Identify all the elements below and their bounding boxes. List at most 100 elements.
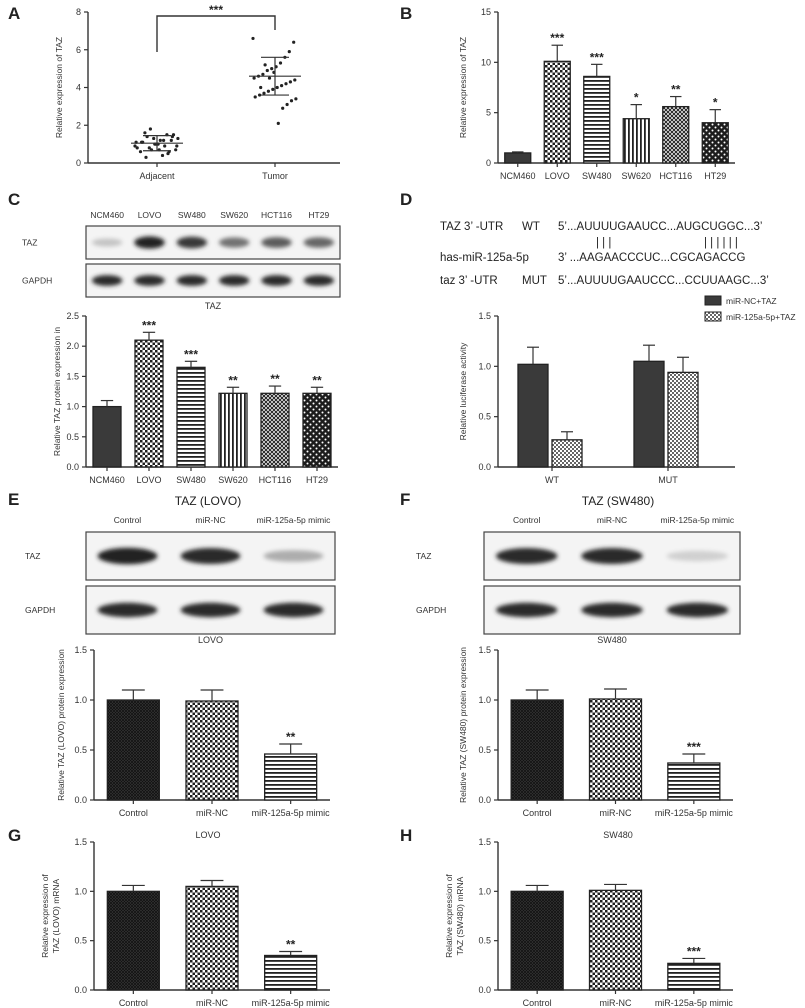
panel-a-point [253, 95, 257, 99]
panel-b-chart-x-tick-label: HT29 [704, 171, 726, 181]
panel-f-blot-row-label-taz: TAZ [416, 551, 431, 561]
panel-f-blot-row-label-gapdh: GAPDH [416, 605, 446, 615]
panel-a-point [143, 131, 147, 135]
panel-a-point [158, 138, 162, 142]
panel-f-title: TAZ (SW480) [582, 494, 654, 508]
panel-b-chart-significance: * [634, 91, 639, 105]
panel-a-x-tick-label: Adjacent [139, 171, 175, 181]
panel-a-point [133, 144, 137, 148]
panel-e-blot-row-label-taz: TAZ [25, 551, 40, 561]
panel-g-caption: LOVO [195, 830, 220, 840]
panel-d-legend-label: miR-NC+TAZ [726, 296, 777, 306]
panel-a-y-label: Relative expression of TAZ [54, 37, 64, 138]
panel-f-blot-band [581, 548, 643, 564]
panel-c-blot-band [176, 236, 208, 249]
panel-a-y-tick-label: 8 [76, 7, 81, 17]
panel-e-blot-lane-label: Control [114, 515, 142, 525]
panel-b-chart-y-tick-label: 10 [481, 57, 491, 67]
panel-h-chart-y-tick-label: 1.0 [478, 886, 491, 896]
panel-f-chart-x-tick-label: miR-NC [600, 808, 632, 818]
panel-a-point [275, 85, 279, 90]
panel-d-y-tick-label: 0.5 [478, 412, 491, 422]
panel-c-blot-band [91, 238, 123, 247]
panel-e-chart-bar [264, 753, 318, 801]
panel-f-chart: 0.0 0.5 1.0 1.5 Relative TAZ (SW480) protein… [458, 645, 733, 818]
panel-c-blot-blot-frame [85, 263, 341, 298]
panel-c-blot-band [218, 275, 250, 286]
panel-e-blot-band [263, 550, 324, 562]
panel-a-point [292, 40, 296, 44]
panel-a-point [280, 84, 284, 88]
panel-b-chart-x-tick-label: SW480 [582, 171, 612, 181]
panel-c-blot-caption: TAZ [205, 301, 222, 311]
panel-b-chart-y-tick-label: 15 [481, 7, 491, 17]
panel-f-chart-x-tick-label: Control [523, 808, 552, 818]
panel-e-chart-x-tick-label: miR-125a-5p mimic [252, 808, 331, 818]
panel-f-blot-lane-label: miR-125a-5p mimic [660, 515, 734, 525]
panel-a-significance: *** [209, 3, 223, 17]
panel-f-chart-bar [510, 699, 564, 801]
panel-b-chart-bar [701, 122, 729, 164]
panel-g-chart-y-label: TAZ (LOVO) mRNA [51, 878, 61, 953]
panel-c-chart-significance: ** [228, 373, 238, 387]
panel-c-chart-significance: *** [184, 347, 198, 361]
panel-a-point [261, 72, 265, 76]
panel-h-chart-bar [667, 962, 721, 991]
panel-f-chart-significance: *** [687, 740, 701, 754]
panel-c-chart-y-label: Relative TAZ protein expression in [52, 327, 62, 456]
panel-a-point [174, 148, 178, 152]
panel-f-chart-y-label: Relative TAZ (SW480) protein expression [458, 647, 468, 803]
panel-a-point [263, 63, 267, 67]
panel-a-y-tick-label: 0 [76, 158, 81, 168]
panel-a-point [294, 97, 298, 101]
panel-d-seq-text: 5’...AUUUUGAAUCCC...CCUUAAGC...3’ [558, 275, 769, 287]
panel-e-chart-y-tick-label: 0.0 [74, 795, 87, 805]
panel-c-chart-x-tick-label: HCT116 [259, 475, 292, 485]
panel-g-chart-x-tick-label: miR-NC [196, 998, 228, 1008]
panel-d-legend-label: miR-125a-5p+TAZ [726, 312, 796, 322]
panel-label-h: H [400, 826, 413, 845]
panel-c-chart-significance: *** [142, 318, 156, 332]
panel-d-seq-name: taz 3’ -UTR [440, 275, 498, 287]
panel-a-significance-bracket [156, 15, 276, 52]
panel-b-chart-bar [543, 60, 571, 164]
panel-d-y-tick-label: 1.0 [478, 361, 491, 371]
panel-c-blot-band [261, 275, 292, 286]
panel-a-y-tick-label: 6 [76, 45, 81, 55]
panel-f-blot-lane-label: Control [513, 515, 541, 525]
panel-a-point [171, 133, 176, 137]
panel-e-chart-y-tick-label: 0.5 [74, 745, 87, 755]
panel-h-chart-y-tick-label: 0.0 [478, 985, 491, 995]
panel-d-seq-name: TAZ 3’ -UTR [440, 221, 503, 233]
panel-c-chart-bar [92, 405, 122, 468]
panel-h-chart: 0.0 0.5 1.0 1.5 Relative expression of TAZ (S… [444, 837, 733, 1008]
panel-b-chart-significance: ** [671, 83, 681, 97]
panel-d-seq-text: 5’...AUUUUGAAUCC...AUGCUGGC...3’ [558, 221, 762, 233]
panel-c-blot-band [303, 237, 335, 248]
panel-d-y-tick-label: 1.5 [478, 311, 491, 321]
panel-d-legend: miR-NC+TAZ miR-125a-5p+TAZ [704, 295, 796, 322]
panel-a-point [147, 146, 151, 150]
panel-d-bar [517, 363, 549, 468]
panel-b-chart-significance: *** [550, 31, 564, 45]
panel-h-chart-y-label: TAZ (SW480) mRNA [455, 876, 465, 955]
panel-e-blot-band [180, 602, 241, 618]
panel-c-chart-y-tick-label: 2.0 [66, 341, 79, 351]
panel-c-blot-lane-label: HT29 [308, 210, 329, 220]
panel-e-chart-x-tick-label: miR-NC [196, 808, 228, 818]
panel-h-chart-significance: *** [687, 944, 701, 958]
panel-f-blot-lane-label: miR-NC [597, 515, 627, 525]
panel-c-blot: TAZ GAPDH NCM460 LOVO SW480 SW620 HCT116 HT29 TA… [22, 210, 341, 311]
panel-g-chart-bar [185, 885, 239, 991]
panel-c-blot-band [91, 275, 123, 286]
panel-a-point [262, 91, 266, 95]
panel-label-c: C [8, 190, 21, 209]
panel-b-chart-y-tick-label: 5 [486, 108, 491, 118]
panel-c-blot-band [176, 275, 208, 286]
panel-d-bar [551, 439, 583, 468]
panel-c-chart-x-tick-label: SW480 [176, 475, 206, 485]
panel-g-chart-y-tick-label: 0.5 [74, 936, 87, 946]
panel-e-chart-bar [185, 700, 239, 801]
panel-d-x-tick-label: MUT [658, 475, 678, 485]
panel-e-chart-y-tick-label: 1.0 [74, 695, 87, 705]
